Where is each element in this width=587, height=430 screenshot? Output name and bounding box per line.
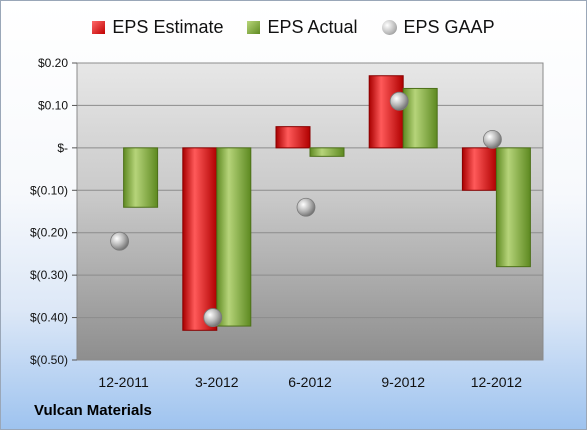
x-tick-label: 12-2012 — [471, 374, 523, 390]
y-tick-label: $(0.50) — [30, 353, 68, 367]
bar-eps-actual — [216, 147, 252, 327]
legend-label-actual: EPS Actual — [267, 17, 358, 37]
legend-item-eps-gaap: EPS GAAP — [381, 17, 495, 38]
legend-label-gaap: EPS GAAP — [403, 17, 495, 37]
y-tick-label: $(0.20) — [30, 226, 68, 240]
point-eps-gaap — [389, 91, 409, 111]
bar-eps-estimate — [275, 126, 311, 149]
legend-item-eps-estimate: EPS Estimate — [92, 17, 223, 38]
x-tick-label: 9-2012 — [381, 374, 425, 390]
bar-eps-actual — [123, 147, 159, 208]
y-tick-label: $- — [57, 141, 68, 155]
legend-item-eps-actual: EPS Actual — [247, 17, 358, 38]
legend: EPS Estimate EPS Actual EPS GAAP — [1, 17, 586, 38]
legend-swatch-gaap — [381, 20, 397, 35]
y-tick-label: $(0.40) — [30, 311, 68, 325]
y-tick-label: $0.10 — [38, 98, 68, 112]
point-eps-gaap — [110, 231, 129, 251]
legend-swatch-actual — [247, 21, 261, 34]
y-tick-label: $0.20 — [38, 56, 68, 70]
y-axis-ticks: $0.20 $0.10 $- $(0.10) $(0.20) $(0.30) $(0.40)… — [30, 56, 77, 367]
y-tick-label: $(0.10) — [30, 183, 68, 197]
x-tick-label: 12-2011 — [98, 374, 149, 390]
bar-eps-estimate — [182, 147, 218, 331]
legend-label-estimate: EPS Estimate — [112, 17, 224, 37]
point-eps-gaap — [203, 308, 223, 327]
bar-eps-actual — [495, 147, 531, 268]
bars — [123, 75, 531, 331]
bar-eps-estimate — [461, 147, 497, 191]
bar-eps-estimate — [368, 75, 404, 149]
x-tick-label: 3-2012 — [195, 374, 239, 390]
y-tick-label: $(0.30) — [30, 268, 68, 282]
point-eps-gaap — [482, 129, 502, 149]
bar-eps-actual — [309, 147, 345, 157]
point-eps-gaap — [296, 197, 316, 217]
company-name: Vulcan Materials — [34, 402, 152, 419]
gaap-points — [110, 91, 502, 327]
bar-eps-actual — [402, 87, 438, 149]
x-axis-ticks: 12-2011 3-2012 6-2012 9-2012 12-2012 — [98, 374, 522, 390]
legend-swatch-estimate — [92, 21, 106, 34]
x-tick-label: 6-2012 — [288, 374, 332, 390]
